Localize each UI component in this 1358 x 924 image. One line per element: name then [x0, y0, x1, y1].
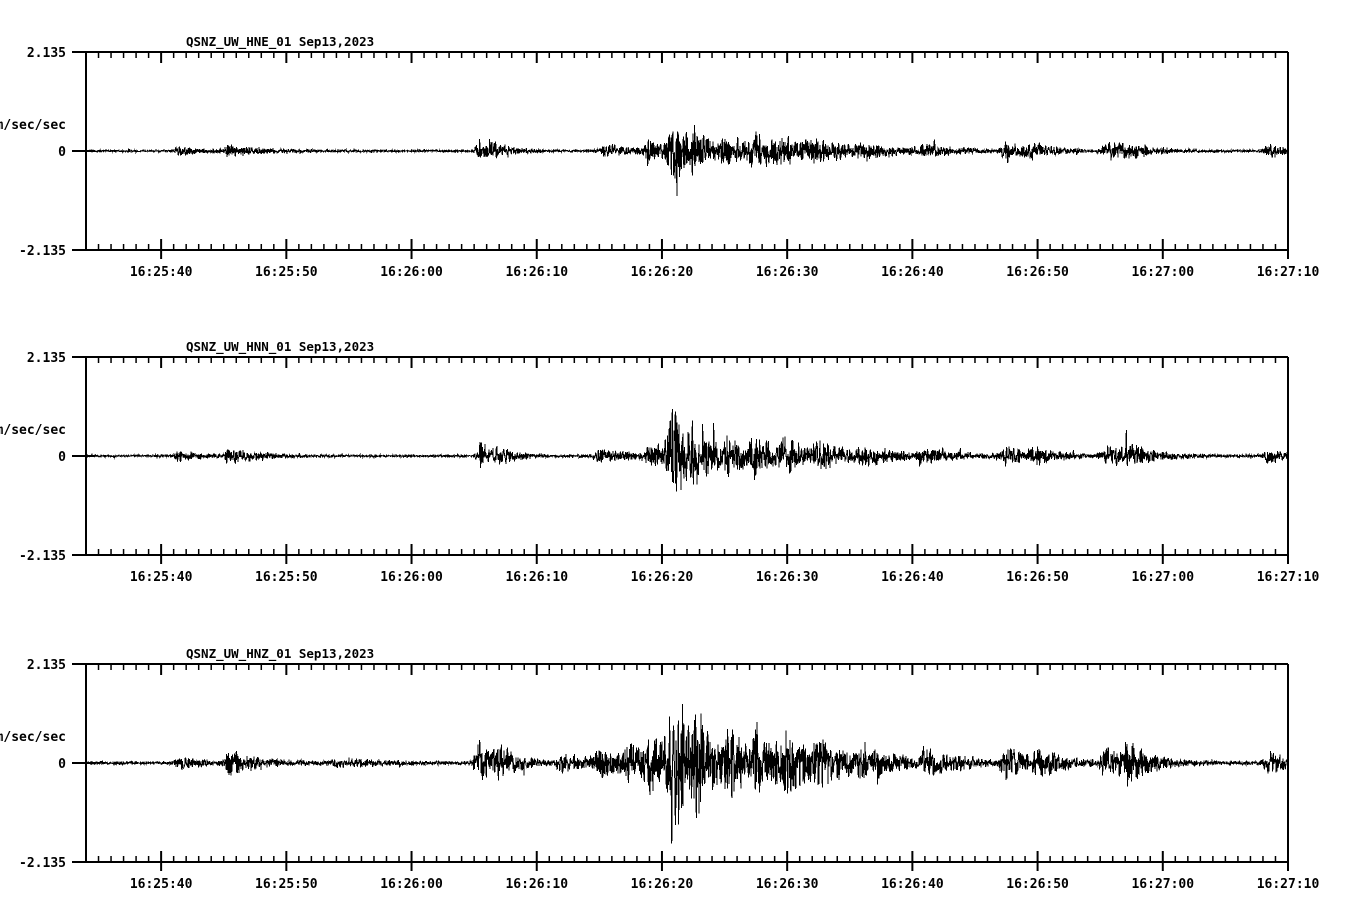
y-label-max: 2.135: [27, 658, 66, 673]
x-tick-label: 16:27:00: [1131, 877, 1194, 892]
y-label-max: 2.135: [27, 46, 66, 61]
x-tick-label: 16:26:40: [881, 265, 944, 280]
y-label-zero: 0: [58, 450, 66, 465]
y-label-min: -2.135: [19, 244, 66, 259]
trace-title: QSNZ_UW_HNE_01 Sep13,2023: [186, 34, 374, 50]
x-tick-label: 16:26:20: [631, 570, 694, 585]
x-tick-label: 16:26:00: [380, 265, 443, 280]
trace-plot-hnn: QSNZ_UW_HNN_01 Sep13,2023 2.135 0 -2.135 cm/…: [0, 339, 1320, 585]
x-tick-label: 16:26:10: [505, 877, 568, 892]
x-tick-label: 16:26:50: [1006, 570, 1069, 585]
trace-plot-hne: QSNZ_UW_HNE_01 Sep13,2023 2.135 0 -2.135 cm/…: [0, 34, 1320, 280]
x-tick-label: 16:26:30: [756, 877, 819, 892]
x-tick-label: 16:26:20: [631, 877, 694, 892]
x-tick-label: 16:26:00: [380, 877, 443, 892]
x-tick-label: 16:26:10: [505, 265, 568, 280]
y-axis-unit-label: cm/sec/sec: [0, 423, 66, 438]
waveform-trace: [85, 409, 1289, 492]
x-tick-label: 16:25:40: [130, 265, 193, 280]
x-tick-label: 16:26:40: [881, 570, 944, 585]
x-tick-label: 16:26:30: [756, 570, 819, 585]
x-tick-label: 16:26:20: [631, 265, 694, 280]
trace-panel-hnz: QSNZ_UW_HNZ_01 Sep13,2023 2.135 0 -2.135 cm/…: [0, 637, 1358, 910]
x-tick-label: 16:26:10: [505, 570, 568, 585]
x-tick-label: 16:27:10: [1257, 570, 1320, 585]
y-label-min: -2.135: [19, 856, 66, 871]
y-label-max: 2.135: [27, 351, 66, 366]
x-tick-label: 16:26:50: [1006, 265, 1069, 280]
x-tick-label: 16:25:50: [255, 265, 318, 280]
y-label-min: -2.135: [19, 549, 66, 564]
x-tick-label: 16:27:10: [1257, 877, 1320, 892]
trace-panel-hnn: QSNZ_UW_HNN_01 Sep13,2023 2.135 0 -2.135 cm/…: [0, 330, 1358, 603]
y-label-zero: 0: [58, 145, 66, 160]
x-tick-label: 16:25:40: [130, 570, 193, 585]
trace-title: QSNZ_UW_HNZ_01 Sep13,2023: [186, 646, 374, 662]
x-tick-label: 16:25:50: [255, 877, 318, 892]
x-tick-label: 16:26:50: [1006, 877, 1069, 892]
y-axis-unit-label: cm/sec/sec: [0, 118, 66, 133]
x-tick-label: 16:27:00: [1131, 265, 1194, 280]
x-tick-label: 16:27:00: [1131, 570, 1194, 585]
trace-title: QSNZ_UW_HNN_01 Sep13,2023: [186, 339, 374, 355]
x-tick-label: 16:26:00: [380, 570, 443, 585]
x-tick-label: 16:25:40: [130, 877, 193, 892]
trace-panel-hne: QSNZ_UW_HNE_01 Sep13,2023 2.135 0 -2.135 cm/…: [0, 24, 1358, 298]
waveform-trace: [85, 704, 1289, 844]
x-tick-label: 16:26:30: [756, 265, 819, 280]
y-label-zero: 0: [58, 757, 66, 772]
y-axis-unit-label: cm/sec/sec: [0, 730, 66, 745]
waveform-trace: [85, 124, 1289, 197]
x-tick-label: 16:27:10: [1257, 265, 1320, 280]
trace-plot-hnz: QSNZ_UW_HNZ_01 Sep13,2023 2.135 0 -2.135 cm/…: [0, 646, 1320, 892]
x-tick-label: 16:25:50: [255, 570, 318, 585]
x-tick-label: 16:26:40: [881, 877, 944, 892]
